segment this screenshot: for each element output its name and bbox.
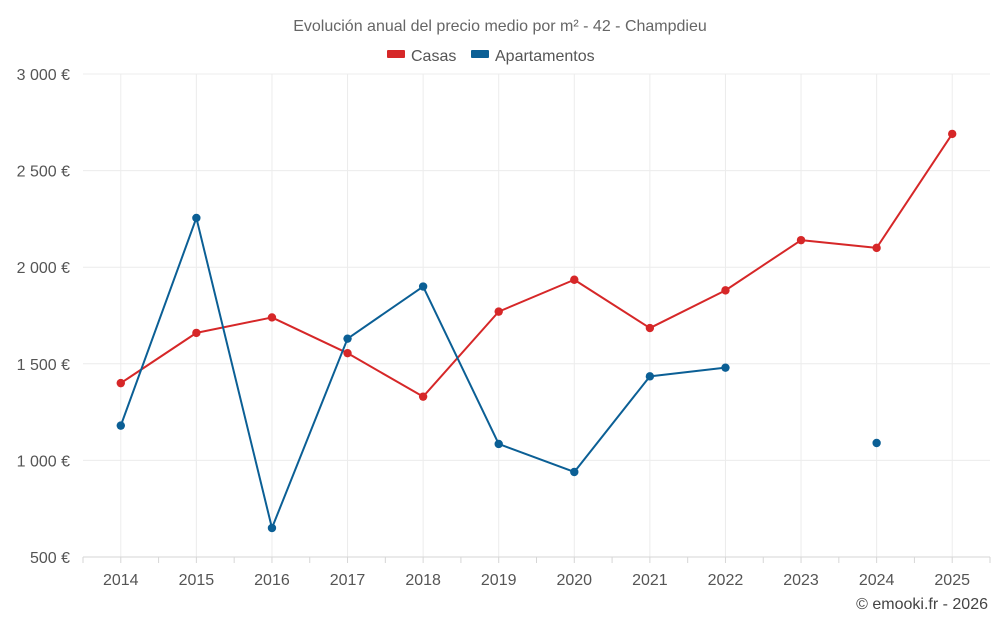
grid (83, 73, 990, 557)
legend-label-apartamentos: Apartamentos (495, 48, 595, 65)
x-tick-label: 2017 (330, 572, 366, 589)
legend-swatch-apartamentos (471, 50, 489, 58)
point-apartamentos-2014[interactable] (116, 421, 125, 430)
point-apartamentos-2018[interactable] (418, 282, 428, 291)
point-casas-2017[interactable] (343, 348, 352, 358)
point-apartamentos-2019[interactable] (494, 439, 503, 449)
y-tick-label: 2 000 € (17, 260, 70, 277)
point-apartamentos-2021[interactable] (645, 372, 655, 381)
x-tick-label: 2024 (859, 572, 895, 589)
point-casas-2024[interactable] (872, 243, 881, 253)
x-axis: 2014 2015 2016 2017 2018 2019 2020 2021 2022 2023… (82, 557, 991, 589)
x-tick-label: 2020 (556, 572, 592, 589)
series-line-casas (120, 133, 954, 398)
x-tick-label: 2019 (481, 572, 517, 589)
point-casas-2022[interactable] (721, 286, 730, 295)
x-tick-label: 2022 (708, 572, 744, 589)
x-tick-label: 2014 (103, 572, 139, 589)
x-tick-label: 2016 (254, 572, 290, 589)
series-layer (116, 129, 957, 533)
x-tick-label: 2015 (179, 572, 215, 589)
chart-title: Evolución anual del precio medio por m² … (293, 18, 707, 35)
series-apartamentos (116, 213, 881, 533)
point-apartamentos-2020[interactable] (570, 467, 579, 477)
point-casas-2015[interactable] (192, 328, 201, 338)
point-apartamentos-2015[interactable] (192, 213, 201, 223)
legend: Casas Apartamentos (387, 48, 595, 65)
point-apartamentos-2017[interactable] (343, 334, 352, 343)
point-casas-2025[interactable] (948, 129, 957, 139)
point-casas-2023[interactable] (796, 235, 806, 245)
point-casas-2016[interactable] (267, 313, 277, 322)
point-casas-2018[interactable] (418, 392, 428, 401)
legend-item-apartamentos[interactable]: Apartamentos (471, 48, 595, 65)
y-tick-label: 1 500 € (17, 357, 70, 374)
point-casas-2014[interactable] (116, 378, 125, 388)
point-apartamentos-2024[interactable] (872, 438, 881, 448)
point-apartamentos-2016[interactable] (267, 523, 277, 533)
x-tick-label: 2018 (405, 572, 441, 589)
y-tick-label: 500 € (30, 550, 70, 567)
y-tick-label: 1 000 € (17, 453, 70, 470)
point-casas-2019[interactable] (494, 307, 503, 316)
y-axis: 500 € 1 000 € 1 500 € 2 000 € 2 500 € 3 000 € (17, 67, 70, 567)
legend-item-casas[interactable]: Casas (387, 48, 456, 65)
y-tick-label: 2 500 € (17, 164, 70, 181)
series-casas (116, 129, 957, 401)
legend-swatch-casas (387, 50, 405, 58)
x-tick-label: 2025 (934, 572, 970, 589)
credit-text: © emooki.fr - 2026 (856, 596, 988, 613)
x-tick-label: 2023 (783, 572, 819, 589)
legend-label-casas: Casas (411, 48, 456, 65)
x-tick-label: 2021 (632, 572, 668, 589)
point-casas-2021[interactable] (645, 323, 655, 333)
point-apartamentos-2022[interactable] (721, 363, 730, 372)
point-casas-2020[interactable] (570, 275, 579, 284)
y-tick-label: 3 000 € (17, 67, 70, 84)
